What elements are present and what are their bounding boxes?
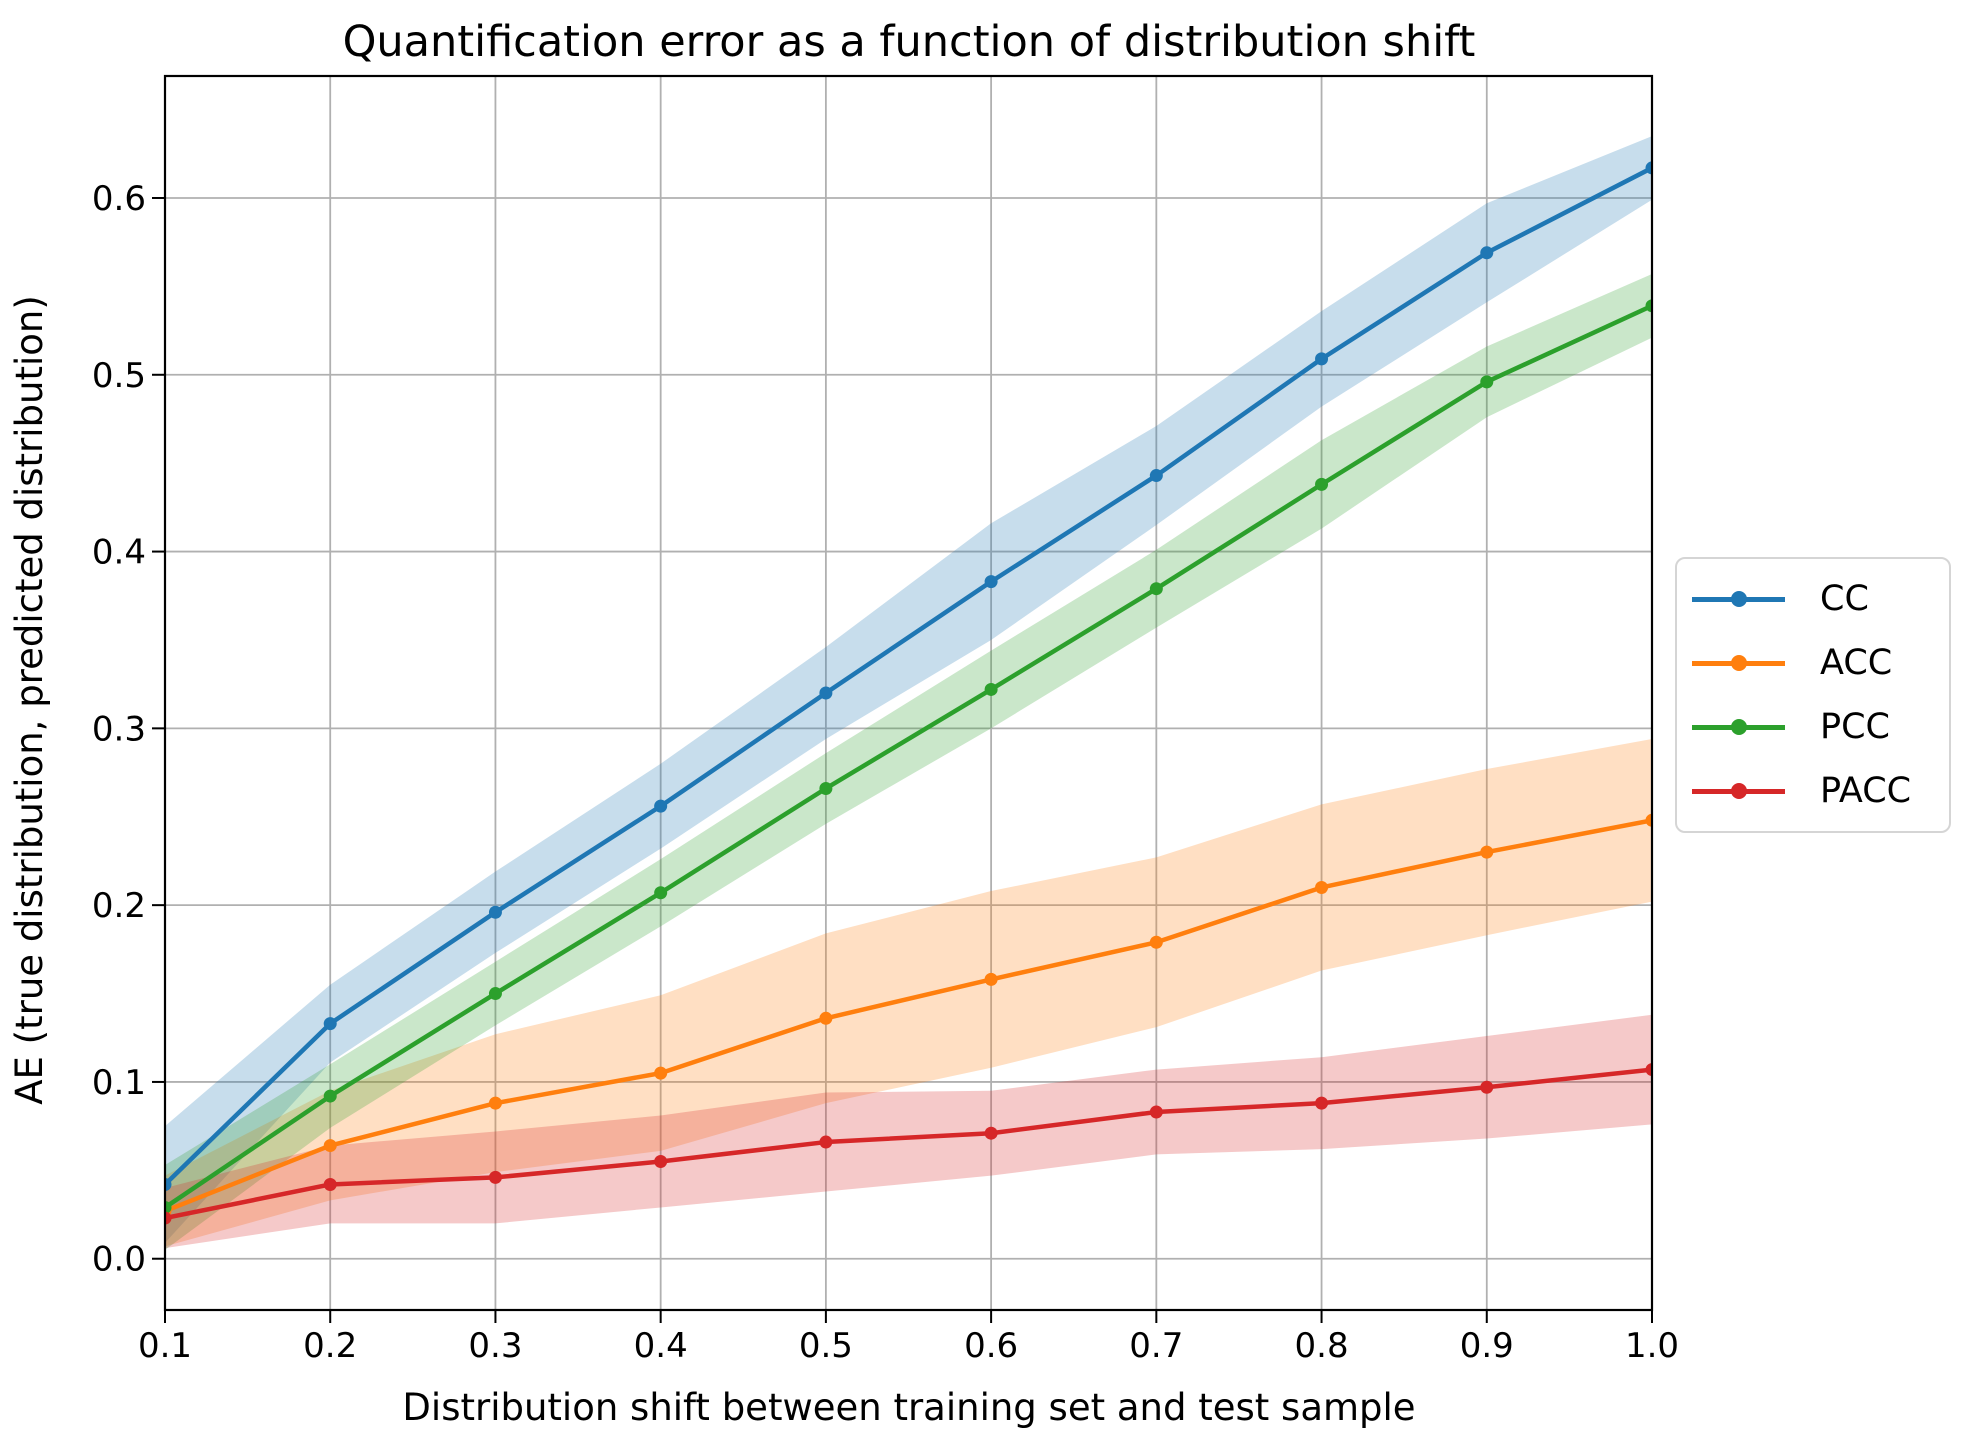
- x-tick-label-1.0: 1.0: [1625, 1326, 1679, 1366]
- legend-marker-PACC: [1731, 783, 1747, 799]
- marker-ACC-0.6: [984, 972, 998, 986]
- series-line-ACC: [165, 818, 1652, 1214]
- marker-PCC-0.7: [1149, 582, 1163, 596]
- legend-item-ACC: ACC: [1692, 633, 1949, 693]
- legend: CC ACC PCC PACC: [1675, 557, 1951, 833]
- legend-label-ACC: ACC: [1820, 642, 1893, 683]
- x-axis-label: Distribution shift between training set …: [402, 1386, 1415, 1429]
- marker-CC-0.8: [1315, 352, 1329, 366]
- y-tick-label-0.5: 0.5: [92, 356, 146, 396]
- x-tick-label-0.6: 0.6: [964, 1326, 1018, 1366]
- legend-line-sample-ACC: [1692, 655, 1785, 671]
- marker-ACC-0.2: [323, 1139, 337, 1153]
- legend-label-PACC: PACC: [1820, 770, 1912, 811]
- y-tick-label-0.0: 0.0: [92, 1240, 146, 1280]
- marker-ACC-0.9: [1480, 845, 1494, 859]
- marker-PACC-0.8: [1315, 1096, 1329, 1110]
- legend-marker-ACC: [1731, 655, 1747, 671]
- legend-item-PCC: PCC: [1692, 697, 1949, 757]
- marker-PCC-1: [1645, 299, 1652, 313]
- marker-PCC-0.5: [819, 781, 833, 795]
- marker-ACC-0.3: [488, 1096, 502, 1110]
- marker-PCC-0.6: [984, 682, 998, 696]
- legend-marker-CC: [1731, 591, 1747, 607]
- marker-ACC-1: [1645, 813, 1652, 827]
- legend-line-sample-CC: [1692, 591, 1785, 607]
- confidence-band-PACC: [165, 1014, 1652, 1249]
- confidence-band-layer: [165, 136, 1652, 1250]
- marker-ACC-0.8: [1315, 880, 1329, 894]
- legend-marker-PCC: [1731, 719, 1747, 735]
- marker-PACC-0.1: [165, 1211, 172, 1225]
- x-tick-label-0.7: 0.7: [1129, 1326, 1183, 1366]
- marker-ACC-0.5: [819, 1011, 833, 1025]
- y-tick-label-0.1: 0.1: [92, 1063, 146, 1103]
- chart-title: Quantification error as a function of di…: [343, 17, 1476, 67]
- marker-CC-0.9: [1480, 246, 1494, 260]
- x-tick-label-0.4: 0.4: [634, 1326, 688, 1366]
- legend-label-PCC: PCC: [1820, 706, 1890, 747]
- marker-PACC-0.5: [819, 1135, 833, 1149]
- series-line-CC: [165, 165, 1652, 1187]
- marker-PACC-0.2: [323, 1177, 337, 1191]
- marker-PCC-0.2: [323, 1089, 337, 1103]
- marker-PACC-0.4: [654, 1154, 668, 1168]
- marker-CC-0.7: [1149, 469, 1163, 483]
- x-tick-label-0.2: 0.2: [303, 1326, 357, 1366]
- marker-PCC-0.4: [654, 886, 668, 900]
- marker-PACC-0.6: [984, 1126, 998, 1140]
- legend-label-CC: CC: [1820, 578, 1869, 619]
- x-tick-label-0.8: 0.8: [1295, 1326, 1349, 1366]
- x-tick-label-0.3: 0.3: [468, 1326, 522, 1366]
- marker-ACC-0.7: [1149, 935, 1163, 949]
- marker-CC-0.1: [165, 1177, 172, 1191]
- y-axis-label: AE (true distribution, predicted distrib…: [8, 295, 51, 1105]
- marker-PACC-1: [1645, 1063, 1652, 1077]
- confidence-band-CC: [165, 136, 1652, 1243]
- marker-PCC-0.9: [1480, 375, 1494, 389]
- confidence-band-ACC: [165, 738, 1652, 1247]
- marker-PACC-0.7: [1149, 1105, 1163, 1119]
- tick-layer: 0.1 0.2 0.3 0.4 0.5 0.6 0.7 0.8 0.9 1.0 0.0 0.1 0.2 0…: [92, 179, 1679, 1366]
- marker-PACC-0.9: [1480, 1080, 1494, 1094]
- x-tick-label-0.5: 0.5: [799, 1326, 853, 1366]
- marker-ACC-0.4: [654, 1066, 668, 1080]
- series-line-PCC: [165, 303, 1652, 1210]
- marker-CC-0.2: [323, 1017, 337, 1031]
- y-tick-label-0.4: 0.4: [92, 533, 146, 573]
- y-tick-label-0.2: 0.2: [92, 886, 146, 926]
- confidence-band-PCC: [165, 274, 1652, 1250]
- legend-line-sample-PCC: [1692, 719, 1785, 735]
- legend-item-PACC: PACC: [1692, 761, 1949, 821]
- marker-CC-0.4: [654, 799, 668, 813]
- marker-CC-0.3: [488, 905, 502, 919]
- plot-frame: [163, 74, 1654, 1312]
- x-tick-label-0.9: 0.9: [1460, 1326, 1514, 1366]
- marker-CC-1: [1645, 161, 1652, 175]
- y-tick-label-0.6: 0.6: [92, 179, 146, 219]
- marker-PCC-0.3: [488, 987, 502, 1001]
- marker-PCC-0.1: [165, 1200, 172, 1214]
- marker-PCC-0.8: [1315, 477, 1329, 491]
- marker-PACC-0.3: [488, 1170, 502, 1184]
- legend-item-CC: CC: [1692, 569, 1949, 629]
- x-tick-label-0.1: 0.1: [138, 1326, 192, 1366]
- marker-CC-0.5: [819, 686, 833, 700]
- y-tick-label-0.3: 0.3: [92, 709, 146, 749]
- marker-CC-0.6: [984, 575, 998, 589]
- legend-line-sample-PACC: [1692, 783, 1785, 799]
- series-line-layer: [165, 161, 1652, 1225]
- series-line-PACC: [165, 1067, 1652, 1221]
